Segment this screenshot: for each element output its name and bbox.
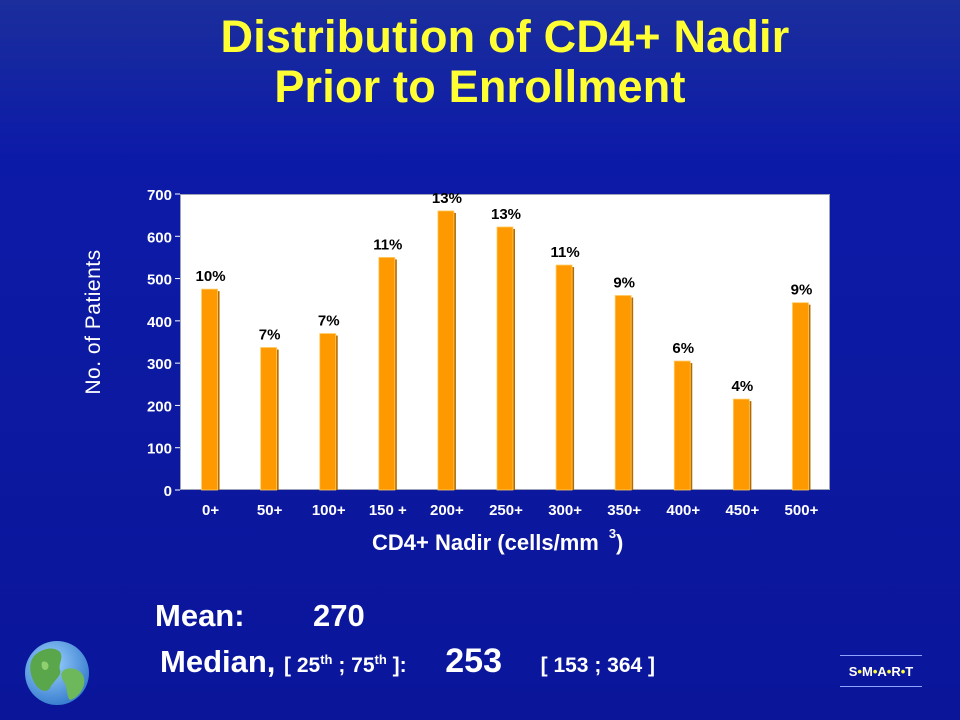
y-tick-label: 600 <box>147 229 172 246</box>
globe-icon <box>25 641 89 705</box>
logo-dot-icon: • <box>900 663 906 679</box>
logo-dot-icon: • <box>857 663 862 679</box>
quartile-th-2: th <box>374 652 387 667</box>
x-tick-label: 150 + <box>369 502 407 519</box>
plot-area <box>180 194 830 490</box>
smart-letter-a: A <box>877 663 887 679</box>
quartile-mid: ; 75 <box>332 654 375 677</box>
smart-letter-s: S <box>848 663 858 679</box>
y-tick-label: 400 <box>147 314 172 331</box>
quartile-suffix: ]: <box>386 654 407 677</box>
y-tick-label: 700 <box>147 187 172 204</box>
quartile-th-1: th <box>320 652 333 667</box>
quartile-label: [ 25th ; 75th ]: <box>284 652 407 677</box>
mean-label: Mean: <box>155 598 245 633</box>
quartile-prefix: [ 25 <box>284 654 321 677</box>
y-axis-label: No. of Patients <box>82 249 105 395</box>
x-tick-label: 250+ <box>489 502 523 519</box>
title-line-2: Prior to Enrollment <box>274 61 686 112</box>
median-value: 253 <box>445 642 502 680</box>
title-line-1: Distribution of CD4+ Nadir <box>220 11 790 62</box>
logo-dot-icon: • <box>872 663 878 679</box>
x-axis-label-superscript: 3 <box>608 526 617 541</box>
mean-stat: Mean: 270 <box>155 598 365 634</box>
smart-letter-m: M <box>861 663 873 679</box>
smart-letter-t: T <box>905 663 914 679</box>
x-tick-label: 50+ <box>257 502 283 519</box>
page-title: Distribution of CD4+ Nadir Prior to Enro… <box>0 12 960 112</box>
x-axis-label-text: CD4+ Nadir (cells/mm <box>372 530 599 555</box>
x-tick-label: 300+ <box>548 502 582 519</box>
y-tick-label: 500 <box>147 272 172 289</box>
x-tick-label: 100+ <box>312 502 346 519</box>
x-tick-label: 200+ <box>430 502 464 519</box>
quartile-range: [ 153 ; 364 ] <box>540 654 656 677</box>
y-tick-label: 0 <box>164 483 172 500</box>
median-stat: Median, [ 25th ; 75th ]: 253 [ 153 ; 364… <box>160 642 655 681</box>
logo-dot-icon: • <box>886 663 892 679</box>
x-axis-label: CD4+ Nadir (cells/mm 3) <box>372 526 623 556</box>
smart-logo: S • M • A • R • T <box>840 655 922 687</box>
x-tick-label: 500+ <box>785 502 819 519</box>
x-tick-label: 400+ <box>666 502 700 519</box>
y-tick-label: 100 <box>147 441 172 458</box>
x-tick-label: 350+ <box>607 502 641 519</box>
mean-value: 270 <box>313 598 365 633</box>
x-tick-label: 0+ <box>202 502 219 519</box>
x-tick-label: 450+ <box>725 502 759 519</box>
x-axis-label-end: ) <box>616 530 624 555</box>
y-tick-label: 300 <box>147 356 172 373</box>
median-label: Median, <box>160 644 276 679</box>
smart-letter-r: R <box>891 663 901 679</box>
y-tick-label: 200 <box>147 398 172 415</box>
